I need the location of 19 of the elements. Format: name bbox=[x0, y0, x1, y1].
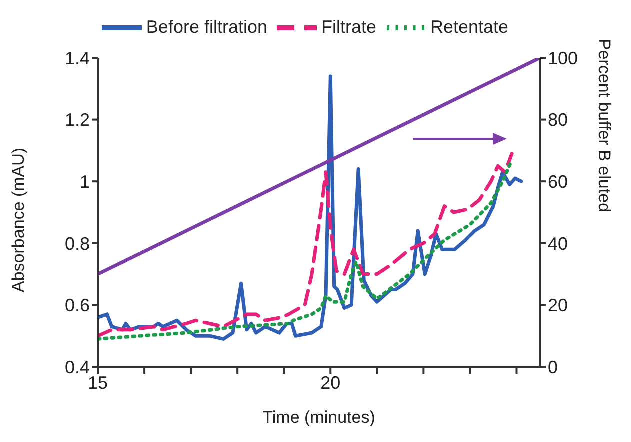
y2-axis-title: Percent buffer B eluted bbox=[594, 38, 614, 212]
y2-tick-label: 0 bbox=[548, 357, 558, 378]
y-axis-title: Absorbance (mAU) bbox=[9, 148, 28, 292]
x-axis-title: Time (minutes) bbox=[262, 408, 376, 427]
y2-tick-label: 80 bbox=[548, 110, 568, 130]
y-tick-label: 1 bbox=[80, 172, 90, 192]
x-tick-label: 15 bbox=[88, 372, 108, 393]
y-tick-label: 0.6 bbox=[64, 296, 90, 316]
y2-tick-label: 40 bbox=[548, 234, 568, 254]
y-tick-label: 1.2 bbox=[64, 110, 90, 130]
y-tick-label: 0.8 bbox=[64, 234, 90, 254]
legend-label: Retentate bbox=[430, 16, 509, 37]
y2-tick-label: 20 bbox=[548, 296, 568, 316]
y2-tick-label: 60 bbox=[548, 172, 568, 192]
y2-tick-label: 100 bbox=[548, 48, 578, 68]
legend-label: Before filtration bbox=[146, 16, 268, 37]
y-tick-label: 0.4 bbox=[64, 357, 90, 378]
y-tick-label: 1.4 bbox=[64, 48, 90, 68]
legend-label: Filtrate bbox=[321, 16, 376, 37]
